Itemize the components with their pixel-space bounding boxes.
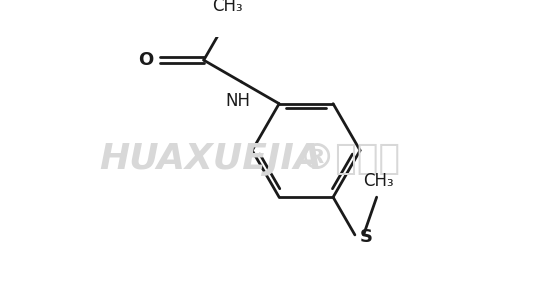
- Text: CH₃: CH₃: [212, 0, 242, 16]
- Text: ®化学加: ®化学加: [299, 142, 400, 176]
- Text: O: O: [138, 51, 153, 69]
- Text: CH₃: CH₃: [363, 172, 394, 190]
- Text: S: S: [360, 228, 373, 246]
- Text: HUAXUEJIA: HUAXUEJIA: [99, 142, 322, 176]
- Text: NH: NH: [226, 92, 250, 110]
